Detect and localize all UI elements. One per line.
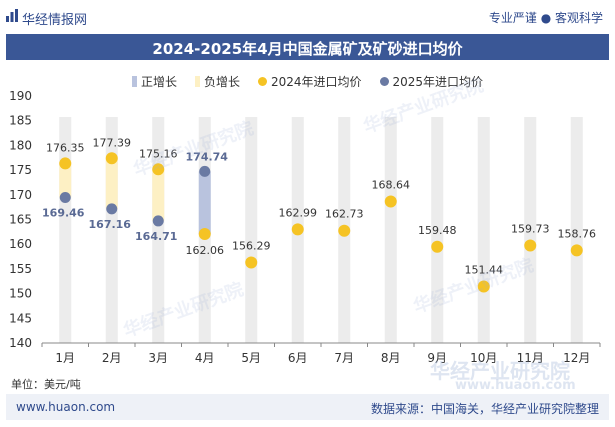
x-tick-label: 5月: [241, 351, 261, 365]
point-2024: [59, 157, 72, 170]
change-bar: [59, 163, 72, 198]
data-label-2024: 177.39: [93, 136, 132, 149]
point-2024: [245, 256, 258, 269]
legend-label-2024: 2024年进口均价: [270, 74, 362, 89]
y-tick-label: 140: [9, 336, 32, 350]
point-2024: [570, 244, 583, 257]
point-2024: [152, 163, 165, 176]
chart-title: 2024-2025年4月中国金属矿及矿砂进口均价: [152, 40, 463, 58]
bottom-watermark: 华经产业研究院: [430, 359, 570, 383]
point-2024: [384, 195, 397, 208]
category-band: [384, 117, 397, 343]
point-2024: [105, 152, 118, 165]
point-2025: [59, 191, 71, 203]
category-band: [570, 117, 583, 343]
tagline: 专业严谨 ● 客观科学: [488, 11, 603, 25]
data-label-2024: 176.35: [46, 141, 85, 154]
x-tick-label: 1月: [55, 351, 75, 365]
legend-swatch-decrease: [194, 75, 200, 87]
legend-item-2024: 2024年进口均价: [257, 72, 362, 90]
legend-item-2025: 2025年进口均价: [379, 72, 484, 90]
data-label-2024: 159.73: [511, 223, 550, 236]
y-tick-label: 160: [9, 237, 32, 251]
unit-label: 单位：美元/吨: [11, 378, 81, 391]
legend-swatch-2024: [257, 76, 267, 86]
data-label-2025: 169.46: [42, 206, 85, 219]
y-tick-label: 165: [9, 213, 32, 227]
y-tick-label: 145: [9, 311, 32, 325]
category-band: [431, 117, 444, 343]
point-2025: [106, 203, 118, 215]
legend-label-decrease: 负增长: [203, 74, 240, 89]
x-tick-label: 11月: [517, 351, 544, 365]
point-2024: [338, 224, 351, 237]
x-tick-label: 7月: [334, 351, 354, 365]
legend-swatch-increase: [131, 75, 137, 87]
top-bar: 华经情报网 专业严谨 ● 客观科学: [0, 0, 615, 32]
point-2024: [198, 228, 211, 241]
x-tick-label: 8月: [381, 351, 401, 365]
x-tick-label: 6月: [288, 351, 308, 365]
y-tick-label: 150: [9, 287, 32, 301]
legend-item-increase: 正增长: [131, 72, 177, 90]
data-label-2024: 158.76: [558, 227, 597, 240]
x-tick-label: 12月: [563, 351, 590, 365]
point-2024: [431, 240, 444, 253]
y-tick-label: 170: [9, 188, 32, 202]
legend-item-decrease: 负增长: [194, 72, 240, 90]
legend-label-increase: 正增长: [140, 74, 177, 89]
change-bar: [198, 171, 211, 235]
chart-legend: 正增长 负增长 2024年进口均价 2025年进口均价: [0, 72, 615, 90]
legend-label-2025: 2025年进口均价: [392, 74, 484, 89]
change-bar: [152, 169, 165, 221]
data-label-2024: 156.29: [232, 240, 271, 253]
category-band: [524, 117, 537, 343]
footer: www.huaon.com 数据来源：中国海关，华经产业研究院整理: [6, 394, 609, 420]
point-2024: [477, 280, 490, 293]
data-label-2025: 164.71: [135, 230, 177, 243]
data-label-2024: 175.16: [139, 147, 178, 160]
brand-name: 华经情报网: [22, 13, 88, 28]
title-bar: 2024-2025年4月中国金属矿及矿砂进口均价: [6, 34, 609, 60]
data-label-2024: 151.44: [465, 263, 504, 276]
y-tick-label: 190: [9, 89, 32, 103]
x-tick-label: 2月: [102, 351, 122, 365]
point-2024: [291, 223, 304, 236]
data-label-2024: 162.99: [279, 206, 318, 219]
x-tick-label: 4月: [195, 351, 215, 365]
data-label-2025: 167.16: [89, 218, 132, 231]
data-label-2024: 168.64: [372, 179, 411, 192]
y-tick-label: 155: [9, 262, 32, 276]
point-2024: [524, 239, 537, 252]
x-tick-label: 3月: [148, 351, 168, 365]
data-label-2024: 162.73: [325, 208, 364, 221]
point-2025: [152, 215, 164, 227]
data-label-2024: 159.48: [418, 224, 457, 237]
y-tick-label: 185: [9, 114, 32, 128]
y-tick-label: 180: [9, 138, 32, 152]
point-2025: [199, 165, 211, 177]
category-band: [477, 117, 490, 343]
category-band: [245, 117, 258, 343]
data-label-2025: 174.74: [186, 150, 229, 163]
footer-source: 数据来源：中国海关，华经产业研究院整理: [370, 402, 599, 416]
footer-website[interactable]: www.huaon.com: [16, 400, 116, 414]
legend-swatch-2025: [379, 76, 389, 86]
bar-chart-icon: [6, 9, 18, 22]
change-bar: [105, 158, 118, 209]
x-tick-label: 9月: [427, 351, 447, 365]
data-label-2024: 162.06: [186, 244, 225, 257]
bottom-watermark-url: www.huaon.com: [455, 378, 576, 393]
x-tick-label: 10月: [470, 351, 497, 365]
y-tick-label: 175: [9, 163, 32, 177]
